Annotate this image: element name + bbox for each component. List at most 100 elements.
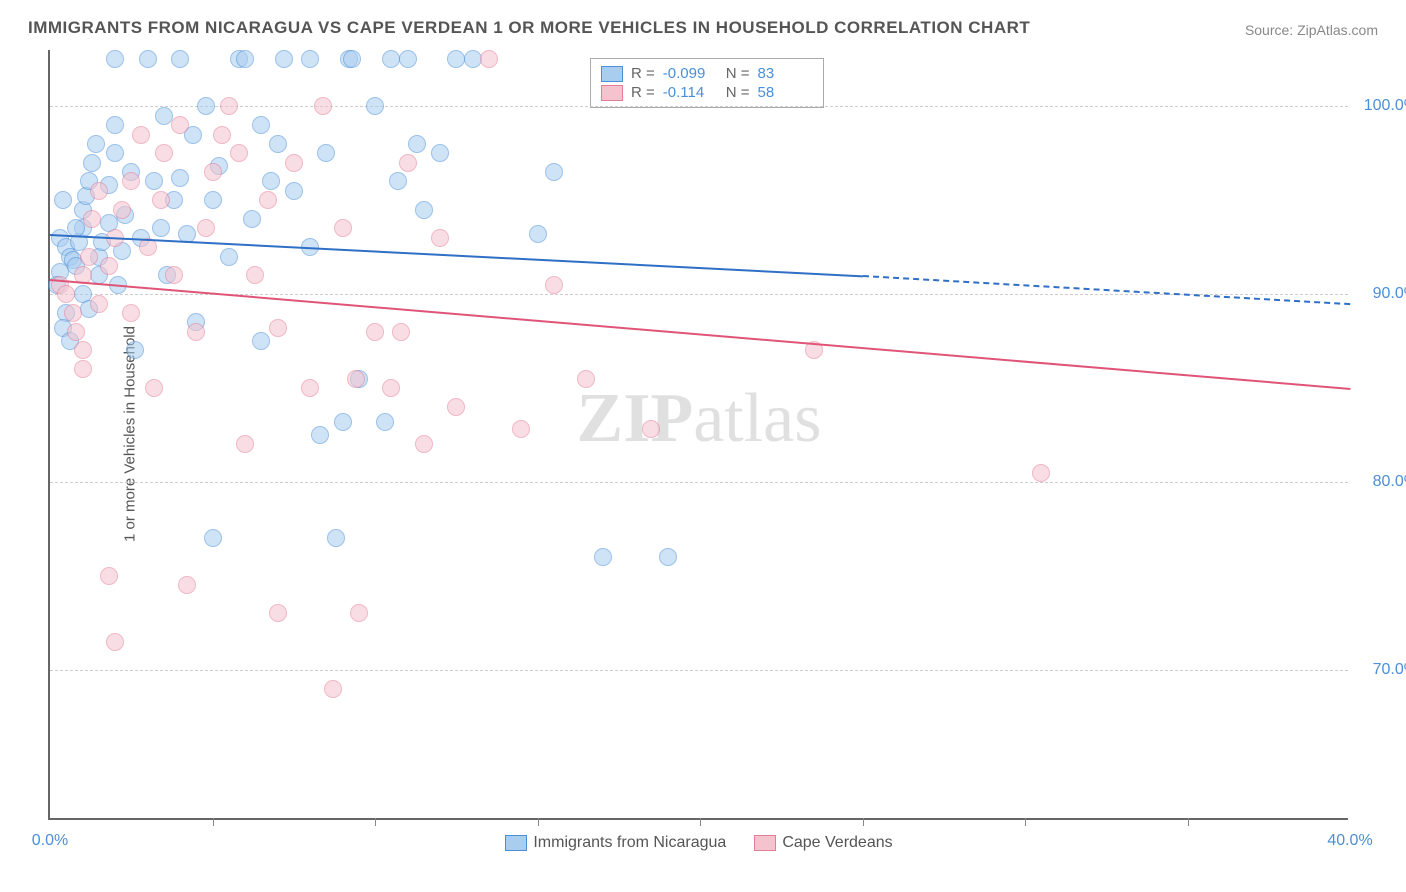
data-point xyxy=(269,319,287,337)
data-point xyxy=(480,50,498,68)
data-point xyxy=(197,97,215,115)
gridline-h xyxy=(50,670,1348,671)
data-point xyxy=(126,341,144,359)
data-point xyxy=(311,426,329,444)
data-point xyxy=(83,210,101,228)
data-point xyxy=(178,576,196,594)
data-point xyxy=(659,548,677,566)
x-tick xyxy=(700,818,701,826)
data-point xyxy=(366,323,384,341)
data-point xyxy=(415,435,433,453)
data-point xyxy=(139,50,157,68)
legend-swatch xyxy=(601,85,623,101)
data-point xyxy=(106,144,124,162)
legend-swatch xyxy=(754,835,776,851)
legend-item: Cape Verdeans xyxy=(754,834,892,852)
watermark-bold: ZIP xyxy=(577,380,694,457)
legend-n-label: N = xyxy=(726,65,750,82)
legend-series-name: Immigrants from Nicaragua xyxy=(533,834,726,852)
trend-line xyxy=(862,275,1350,305)
data-point xyxy=(243,210,261,228)
data-point xyxy=(275,50,293,68)
data-point xyxy=(113,201,131,219)
data-point xyxy=(152,191,170,209)
data-point xyxy=(197,219,215,237)
data-point xyxy=(83,154,101,172)
data-point xyxy=(246,266,264,284)
chart-title: IMMIGRANTS FROM NICARAGUA VS CAPE VERDEA… xyxy=(28,18,1030,38)
data-point xyxy=(252,116,270,134)
x-tick xyxy=(863,818,864,826)
data-point xyxy=(171,169,189,187)
data-point xyxy=(90,295,108,313)
data-point xyxy=(347,370,365,388)
legend-item: Immigrants from Nicaragua xyxy=(505,834,726,852)
data-point xyxy=(220,248,238,266)
data-point xyxy=(431,229,449,247)
data-point xyxy=(285,154,303,172)
data-point xyxy=(67,323,85,341)
legend-n-value: 83 xyxy=(758,65,813,82)
data-point xyxy=(90,182,108,200)
y-tick-label: 100.0% xyxy=(1364,97,1406,115)
data-point xyxy=(269,135,287,153)
data-point xyxy=(350,604,368,622)
data-point xyxy=(204,529,222,547)
watermark-light: atlas xyxy=(693,380,821,457)
data-point xyxy=(382,379,400,397)
data-point xyxy=(399,154,417,172)
data-point xyxy=(204,191,222,209)
data-point xyxy=(155,107,173,125)
data-point xyxy=(80,248,98,266)
source-link[interactable]: ZipAtlas.com xyxy=(1297,22,1378,38)
x-tick-label: 40.0% xyxy=(1327,832,1372,850)
data-point xyxy=(100,567,118,585)
x-tick-label: 0.0% xyxy=(32,832,68,850)
data-point xyxy=(122,304,140,322)
legend-series-name: Cape Verdeans xyxy=(782,834,892,852)
data-point xyxy=(171,116,189,134)
data-point xyxy=(366,97,384,115)
data-point xyxy=(376,413,394,431)
data-point xyxy=(54,191,72,209)
data-point xyxy=(301,50,319,68)
watermark-logo: ZIPatlas xyxy=(577,379,822,459)
data-point xyxy=(415,201,433,219)
legend-swatch xyxy=(601,66,623,82)
gridline-h xyxy=(50,482,1348,483)
data-point xyxy=(262,172,280,190)
x-tick xyxy=(1188,818,1189,826)
data-point xyxy=(236,50,254,68)
data-point xyxy=(74,360,92,378)
x-tick xyxy=(213,818,214,826)
data-point xyxy=(529,225,547,243)
correlation-legend: R =-0.099N =83R =-0.114N =58 xyxy=(590,58,824,108)
data-point xyxy=(230,144,248,162)
data-point xyxy=(389,172,407,190)
data-point xyxy=(100,257,118,275)
data-point xyxy=(301,379,319,397)
data-point xyxy=(334,413,352,431)
trend-line xyxy=(50,279,1350,390)
data-point xyxy=(512,420,530,438)
legend-n-label: N = xyxy=(726,84,750,101)
data-point xyxy=(252,332,270,350)
data-point xyxy=(1032,464,1050,482)
data-point xyxy=(545,163,563,181)
data-point xyxy=(392,323,410,341)
legend-row: R =-0.114N =58 xyxy=(601,84,813,101)
x-tick xyxy=(375,818,376,826)
data-point xyxy=(269,604,287,622)
data-point xyxy=(155,144,173,162)
data-point xyxy=(642,420,660,438)
y-tick-label: 80.0% xyxy=(1373,473,1406,491)
legend-r-value: -0.099 xyxy=(663,65,718,82)
legend-r-value: -0.114 xyxy=(663,84,718,101)
source-prefix: Source: xyxy=(1245,22,1297,38)
data-point xyxy=(594,548,612,566)
data-point xyxy=(399,50,417,68)
x-tick xyxy=(538,818,539,826)
data-point xyxy=(545,276,563,294)
data-point xyxy=(259,191,277,209)
x-tick xyxy=(1025,818,1026,826)
